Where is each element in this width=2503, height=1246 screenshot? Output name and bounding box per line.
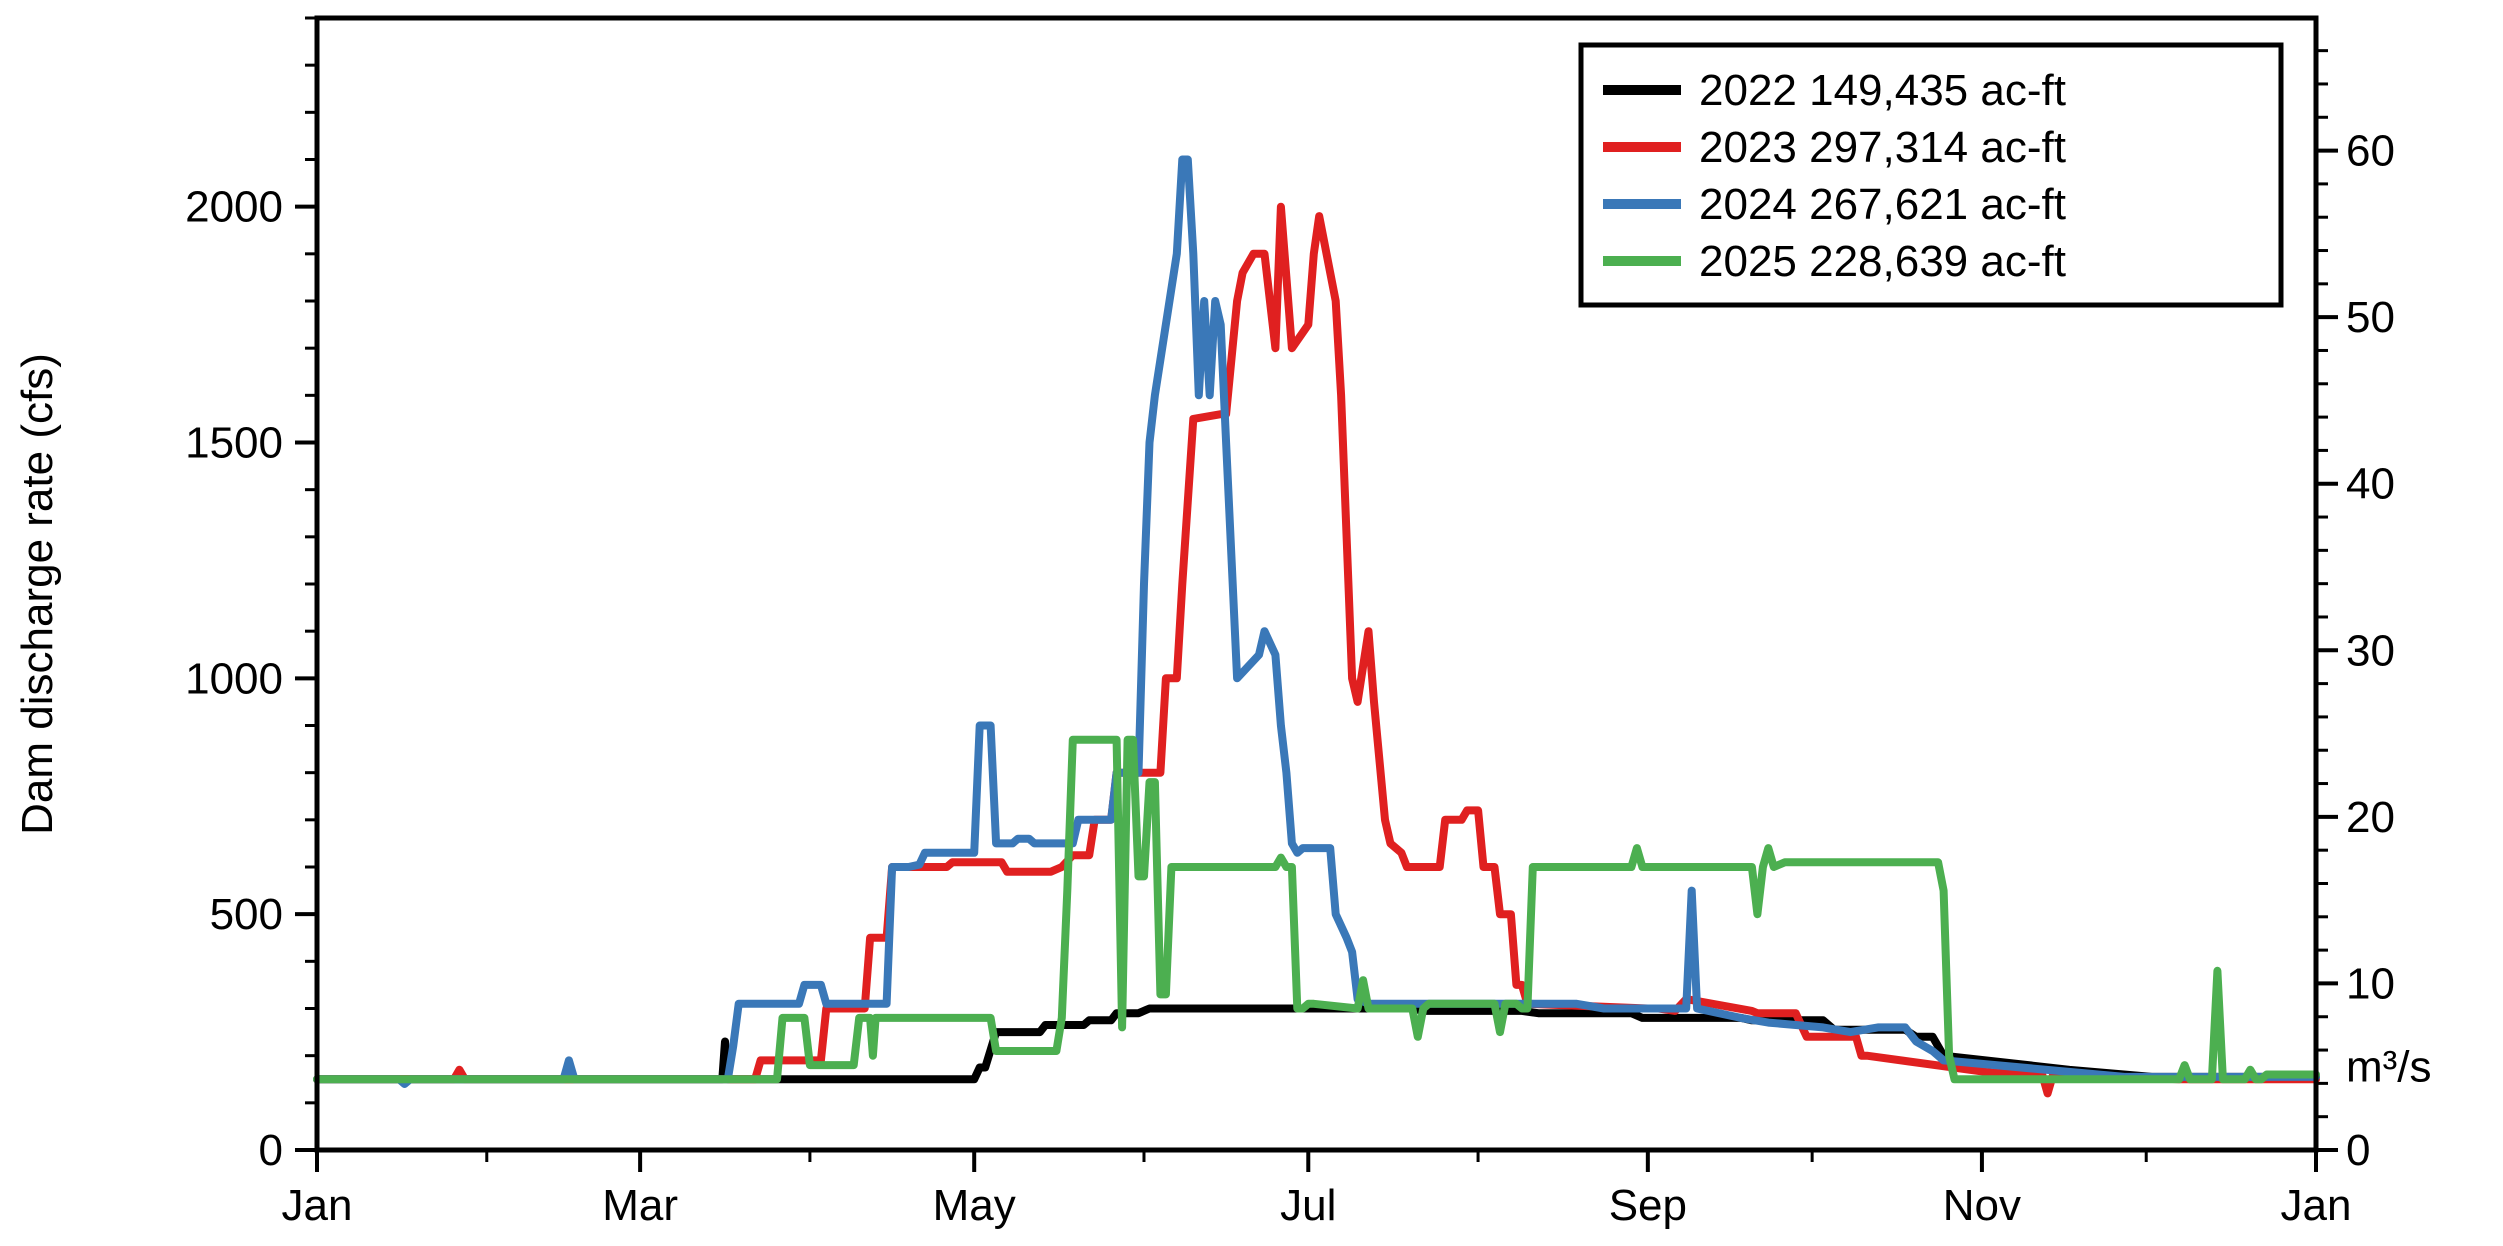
y-tick-label: 2000 (185, 183, 283, 232)
y2-tick-label: 20 (2346, 793, 2395, 842)
y-axis-title: Dam discharge rate (cfs) (13, 353, 62, 835)
y2-tick-label: 50 (2346, 293, 2395, 342)
tick-labels: 0 500 1000 1500 2000 0 10 20 30 40 50 60 Jan Mar May Ju… (185, 127, 2395, 1230)
x-tick-label: Jan (2281, 1181, 2352, 1230)
x-tick-label: Nov (1943, 1181, 2021, 1230)
y2-tick-label: 0 (2346, 1126, 2370, 1175)
y-tick-label: 0 (259, 1126, 283, 1175)
legend-label: 2024 267,621 ac-ft (1699, 180, 2066, 229)
y2-unit-label: m³/s (2346, 1043, 2432, 1092)
x-tick-label: Jul (1280, 1181, 1336, 1230)
y2-tick-label: 10 (2346, 959, 2395, 1008)
series-line-2024 (313, 155, 2320, 1088)
legend-label: 2025 228,639 ac-ft (1699, 237, 2066, 286)
series-line-2025 (313, 735, 2320, 1084)
y2-tick-label: 30 (2346, 626, 2395, 675)
series-lines (313, 155, 2320, 1098)
plot-frame (314, 15, 2319, 1153)
legend-label: 2023 297,314 ac-ft (1699, 123, 2066, 172)
legend: 2022 149,435 ac-ft 2023 297,314 ac-ft 2024… (1578, 42, 2284, 308)
series-line-2023 (313, 202, 2320, 1098)
x-tick-label: Sep (1609, 1181, 1687, 1230)
y2-tick-label: 40 (2346, 460, 2395, 509)
x-tick-label: May (933, 1181, 1016, 1230)
legend-label: 2022 149,435 ac-ft (1699, 66, 2066, 115)
legend-box (1578, 42, 2284, 308)
y2-tick-label: 60 (2346, 127, 2395, 176)
x-tick-label: Jan (282, 1181, 353, 1230)
y-tick-label: 1500 (185, 419, 283, 468)
x-tick-label: Mar (602, 1181, 678, 1230)
y-tick-label: 1000 (185, 654, 283, 703)
y-tick-label: 500 (210, 890, 283, 939)
